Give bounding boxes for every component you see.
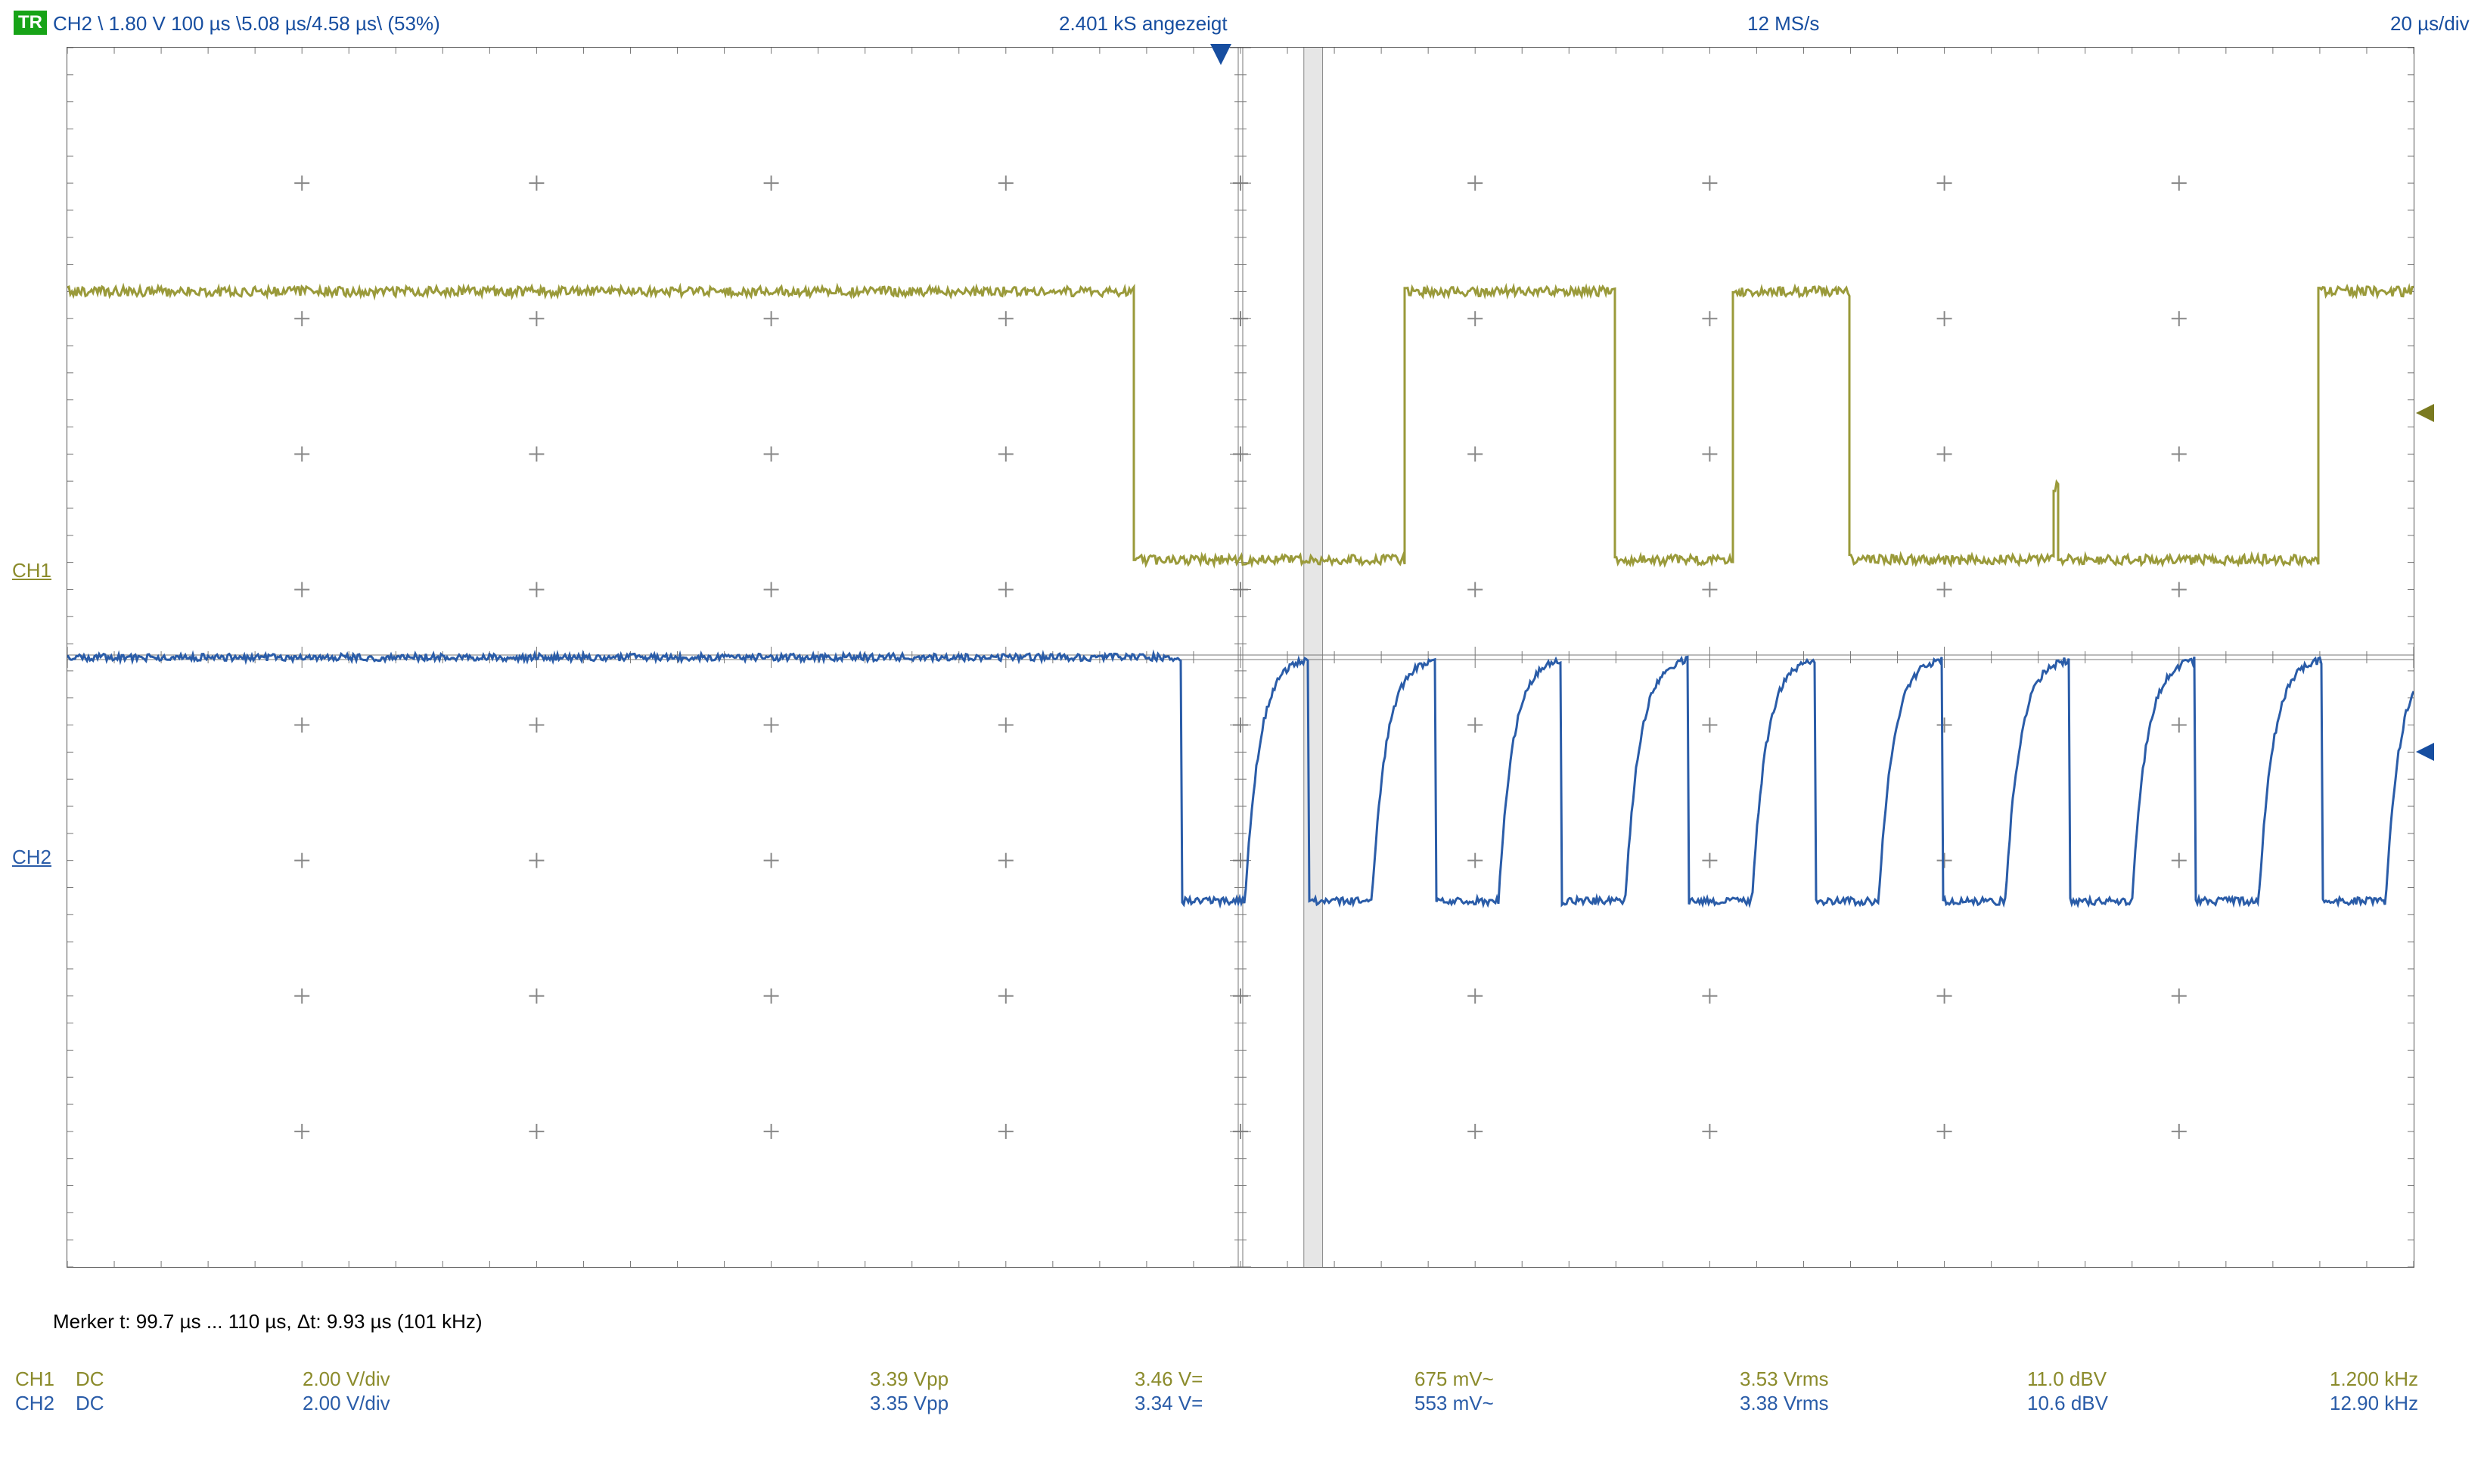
- oscilloscope-display: [67, 47, 2414, 1268]
- acquisition-info: 2.401 kS angezeigt: [1059, 12, 1228, 36]
- measurement-cell: 3.53 Vrms: [1740, 1368, 1829, 1391]
- trigger-ready-badge: TR: [14, 11, 47, 35]
- measurement-cell: 3.39 Vpp: [870, 1368, 949, 1391]
- trigger-position-marker[interactable]: [1210, 44, 1231, 65]
- measurement-cell: 1.200 kHz: [2330, 1368, 2418, 1391]
- measurement-cell: 3.38 Vrms: [1740, 1392, 1829, 1415]
- measurement-cell: 11.0 dBV: [2027, 1368, 2107, 1391]
- measurement-cell: CH2: [15, 1392, 54, 1415]
- measurement-cell: 10.6 dBV: [2027, 1392, 2108, 1415]
- measurement-cell: 2.00 V/div: [303, 1392, 390, 1415]
- measurement-cell: CH1: [15, 1368, 54, 1391]
- cursor-measurement-text: Merker t: 99.7 µs ... 110 µs, Δt: 9.93 µ…: [53, 1310, 483, 1333]
- measurement-cell: DC: [76, 1392, 104, 1415]
- timebase-info: 20 µs/div: [2390, 12, 2470, 36]
- ch1-trigger-level-marker[interactable]: [2416, 404, 2434, 422]
- measurement-cell: 675 mV~: [1414, 1368, 1494, 1391]
- measurement-cell: 3.46 V=: [1135, 1368, 1203, 1391]
- measurement-cell: 553 mV~: [1414, 1392, 1494, 1415]
- ch2-trigger-level-marker[interactable]: [2416, 743, 2434, 761]
- ch1-ground-label: CH1: [12, 559, 51, 582]
- sample-rate-info: 12 MS/s: [1747, 12, 1819, 36]
- measurement-cell: DC: [76, 1368, 104, 1391]
- channel-trigger-info: CH2 \ 1.80 V 100 µs \5.08 µs/4.58 µs\ (5…: [53, 12, 440, 36]
- measurement-cell: 3.35 Vpp: [870, 1392, 949, 1415]
- measurement-cell: 2.00 V/div: [303, 1368, 390, 1391]
- measurement-cell: 3.34 V=: [1135, 1392, 1203, 1415]
- ch2-ground-label: CH2: [12, 846, 51, 869]
- measurement-cell: 12.90 kHz: [2330, 1392, 2418, 1415]
- oscilloscope-svg: [67, 48, 2414, 1267]
